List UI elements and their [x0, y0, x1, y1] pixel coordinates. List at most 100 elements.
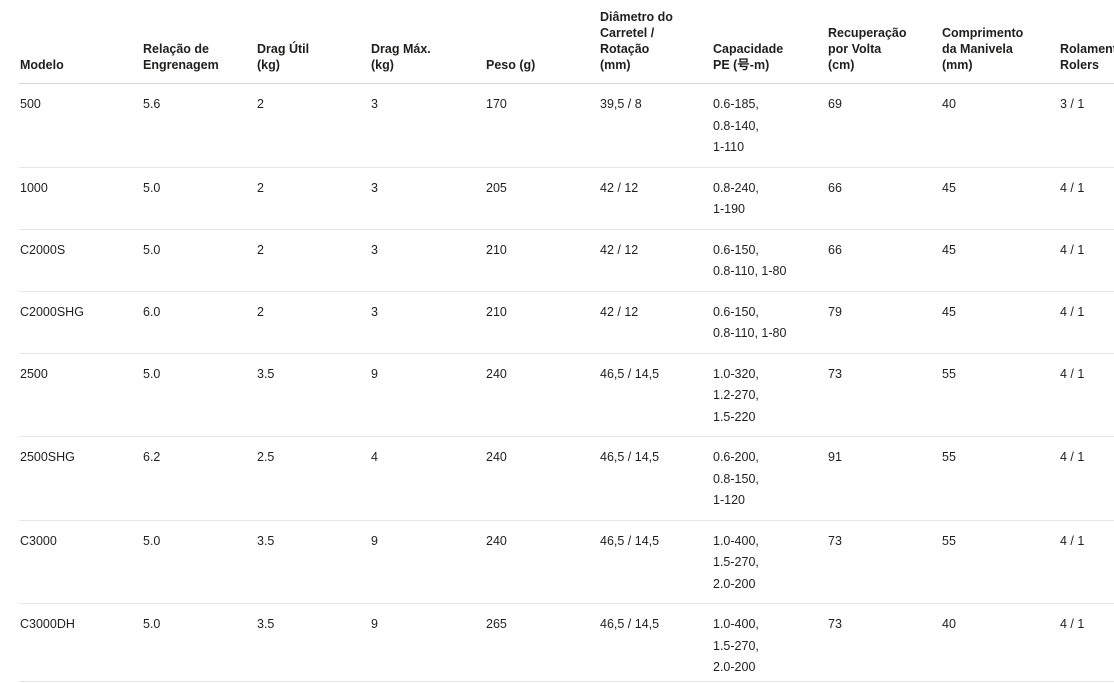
cell-rolamentos: 4 / 1	[1060, 450, 1085, 464]
cell-drag-util: 3.5	[257, 366, 275, 381]
cell-comprimento: 55	[942, 366, 956, 381]
column-header-rolamentos: Rolamentos Rolers	[1060, 42, 1114, 72]
cell-rolamentos: 3 / 1	[1060, 97, 1085, 111]
cell-rolamentos: 4 / 1	[1060, 242, 1085, 257]
cell-relacao: 6.2	[143, 450, 161, 464]
cell-modelo: C2000SHG	[20, 304, 84, 319]
spec-table: Modelo Relação de Engrenagem Drag Útil (…	[19, 0, 1114, 682]
table-row-C2000S: C2000S 5.0 2 3 210 42 / 12 0.6-150, 0.8-…	[19, 230, 1114, 292]
cell-relacao: 5.0	[143, 366, 161, 381]
cell-recuperacao: 73	[828, 366, 842, 381]
cell-modelo: 500	[20, 97, 41, 111]
cell-rolamentos: 4 / 1	[1060, 533, 1085, 548]
cell-rolamentos: 4 / 1	[1060, 304, 1085, 319]
cell-drag-util: 2	[257, 304, 264, 319]
cell-modelo: C3000	[20, 533, 57, 548]
cell-comprimento: 40	[942, 617, 956, 631]
cell-diametro: 42 / 12	[600, 242, 639, 257]
cell-peso: 240	[486, 450, 507, 464]
table-row-C2000SHG: C2000SHG 6.0 2 3 210 42 / 12 0.6-150, 0.…	[19, 292, 1114, 354]
cell-diametro: 46,5 / 14,5	[600, 366, 660, 381]
column-header-comprimento: Comprimento da Manivela (mm)	[942, 26, 1024, 72]
cell-rolamentos: 4 / 1	[1060, 180, 1085, 195]
cell-drag-max: 9	[371, 617, 378, 631]
cell-recuperacao: 79	[828, 304, 842, 319]
cell-recuperacao: 66	[828, 242, 842, 257]
column-header-diametro: Diâmetro do Carretel / Rotação (mm)	[600, 10, 673, 72]
cell-recuperacao: 73	[828, 533, 842, 548]
cell-peso: 210	[486, 304, 507, 319]
cell-drag-util: 2.5	[257, 450, 275, 464]
cell-diametro: 46,5 / 14,5	[600, 617, 660, 631]
cell-capacidade: 0.6-185, 0.8-140, 1-110	[713, 97, 759, 154]
cell-relacao: 5.0	[143, 533, 161, 548]
cell-capacidade: 0.8-240, 1-190	[713, 180, 759, 217]
cell-drag-util: 3.5	[257, 533, 275, 548]
cell-capacidade: 0.6-200, 0.8-150, 1-120	[713, 450, 759, 507]
cell-capacidade: 1.0-400, 1.5-270, 2.0-200	[713, 533, 759, 591]
cell-recuperacao: 73	[828, 617, 842, 631]
cell-capacidade: 0.6-150, 0.8-110, 1-80	[713, 304, 787, 341]
cell-comprimento: 45	[942, 242, 956, 257]
cell-diametro: 39,5 / 8	[600, 97, 642, 111]
cell-diametro: 46,5 / 14,5	[600, 533, 660, 548]
cell-peso: 265	[486, 617, 507, 631]
cell-modelo: 2500SHG	[20, 450, 75, 464]
column-header-capacidade: Capacidade PE (号-m)	[713, 42, 784, 72]
cell-drag-max: 3	[371, 180, 378, 195]
cell-drag-max: 3	[371, 242, 378, 257]
cell-peso: 240	[486, 533, 507, 548]
cell-modelo: C3000DH	[20, 617, 75, 631]
cell-relacao: 5.0	[143, 242, 161, 257]
cell-peso: 210	[486, 242, 507, 257]
cell-recuperacao: 91	[828, 450, 842, 464]
cell-rolamentos: 4 / 1	[1060, 366, 1085, 381]
cell-peso: 240	[486, 366, 507, 381]
cell-relacao: 5.0	[143, 180, 161, 195]
cell-recuperacao: 66	[828, 180, 842, 195]
cell-diametro: 46,5 / 14,5	[600, 450, 660, 464]
table-header-row: Modelo Relação de Engrenagem Drag Útil (…	[19, 0, 1114, 84]
table-row-2500: 2500 5.0 3.5 9 240 46,5 / 14,5 1.0-320, …	[19, 354, 1114, 437]
cell-drag-util: 2	[257, 97, 264, 111]
cell-relacao: 6.0	[143, 304, 161, 319]
column-header-drag-util: Drag Útil (kg)	[257, 42, 310, 72]
column-header-recuperacao: Recuperação por Volta (cm)	[828, 26, 907, 72]
cell-drag-util: 2	[257, 242, 264, 257]
column-header-peso: Peso (g)	[486, 58, 536, 72]
table-row-2500SHG: 2500SHG 6.2 2.5 4 240 46,5 / 14,5 0.6-20…	[19, 437, 1114, 521]
cell-drag-max: 4	[371, 450, 378, 464]
cell-comprimento: 45	[942, 180, 956, 195]
table-row-C3000: C3000 5.0 3.5 9 240 46,5 / 14,5 1.0-400,…	[19, 521, 1114, 604]
cell-relacao: 5.6	[143, 97, 161, 111]
cell-diametro: 42 / 12	[600, 180, 639, 195]
table-row-1000: 1000 5.0 2 3 205 42 / 12 0.8-240, 1-190 …	[19, 168, 1114, 230]
cell-drag-util: 2	[257, 180, 264, 195]
cell-drag-util: 3.5	[257, 617, 275, 631]
column-header-drag-max: Drag Máx. (kg)	[371, 42, 431, 72]
cell-peso: 205	[486, 180, 507, 195]
cell-drag-max: 3	[371, 97, 378, 111]
cell-modelo: C2000S	[20, 242, 66, 257]
cell-comprimento: 40	[942, 97, 956, 111]
cell-peso: 170	[486, 97, 507, 111]
column-header-modelo: Modelo	[20, 58, 64, 72]
column-header-relacao: Relação de Engrenagem	[143, 42, 219, 72]
cell-modelo: 2500	[20, 366, 48, 381]
cell-modelo: 1000	[20, 180, 48, 195]
cell-drag-max: 3	[371, 304, 378, 319]
cell-comprimento: 55	[942, 533, 956, 548]
cell-capacidade: 1.0-400, 1.5-270, 2.0-200	[713, 617, 759, 674]
table-row-C3000DH: C3000DH 5.0 3.5 9 265 46,5 / 14,5 1.0-40…	[19, 604, 1114, 682]
table-row-500: 500 5.6 2 3 170 39,5 / 8 0.6-185, 0.8-14…	[19, 84, 1114, 168]
cell-comprimento: 45	[942, 304, 956, 319]
cell-comprimento: 55	[942, 450, 956, 464]
cell-relacao: 5.0	[143, 617, 161, 631]
cell-drag-max: 9	[371, 366, 378, 381]
cell-capacidade: 1.0-320, 1.2-270, 1.5-220	[713, 366, 759, 424]
cell-recuperacao: 69	[828, 97, 842, 111]
cell-capacidade: 0.6-150, 0.8-110, 1-80	[713, 242, 787, 279]
cell-drag-max: 9	[371, 533, 378, 548]
cell-rolamentos: 4 / 1	[1060, 617, 1085, 631]
cell-diametro: 42 / 12	[600, 304, 639, 319]
